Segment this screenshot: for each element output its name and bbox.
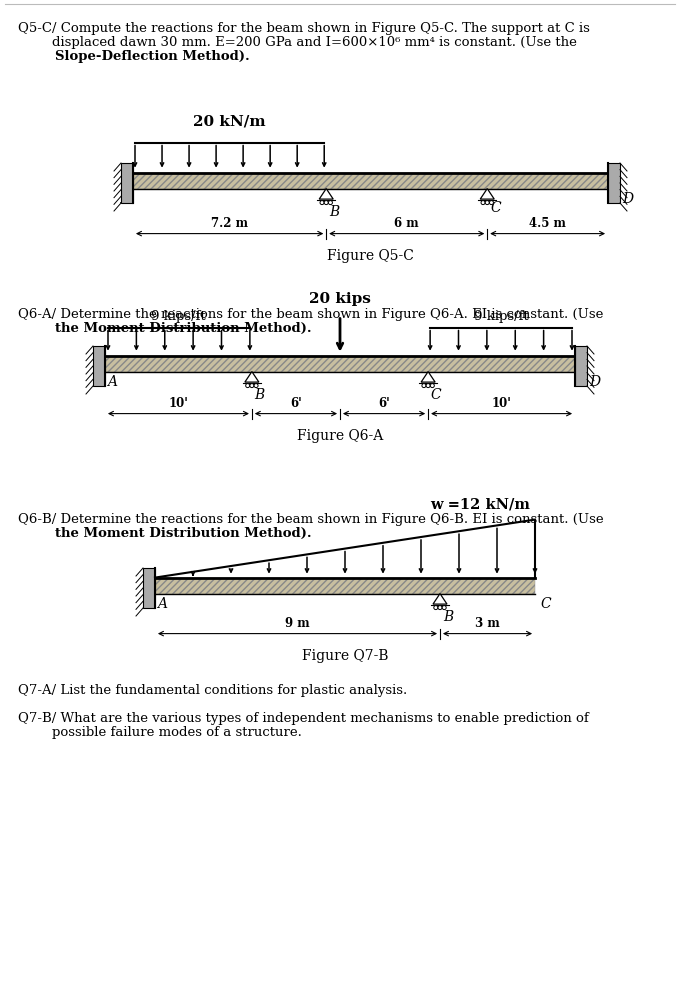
Circle shape <box>426 383 430 387</box>
Text: A: A <box>107 374 117 388</box>
Bar <box>155 578 535 594</box>
Text: Q7-B/ What are the various types of independent mechanisms to enable prediction : Q7-B/ What are the various types of inde… <box>18 712 589 725</box>
Text: 6': 6' <box>290 396 302 410</box>
Text: B: B <box>254 387 264 401</box>
Circle shape <box>422 383 426 387</box>
Text: Figure Q7-B: Figure Q7-B <box>302 648 388 663</box>
Circle shape <box>328 201 333 205</box>
Bar <box>105 356 575 371</box>
Text: Q7-A/ List the fundamental conditions for plastic analysis.: Q7-A/ List the fundamental conditions fo… <box>18 684 407 697</box>
Circle shape <box>490 201 494 205</box>
Circle shape <box>250 383 254 387</box>
Text: the Moment Distribution Method).: the Moment Distribution Method). <box>18 322 311 335</box>
Bar <box>143 568 155 608</box>
Text: B: B <box>443 610 454 623</box>
Bar <box>133 173 608 189</box>
Text: D: D <box>622 192 633 206</box>
Bar <box>105 356 575 371</box>
Text: 10': 10' <box>492 396 511 410</box>
Text: Q5-C/ Compute the reactions for the beam shown in Figure Q5-C. The support at C : Q5-C/ Compute the reactions for the beam… <box>18 22 590 35</box>
Text: C: C <box>540 597 551 611</box>
Text: 9 kips/ft: 9 kips/ft <box>151 309 206 323</box>
Text: 9 m: 9 m <box>285 617 310 629</box>
Text: displaced dawn 30 mm. E=200 GPa and I=600×10⁶ mm⁴ is constant. (Use the: displaced dawn 30 mm. E=200 GPa and I=60… <box>18 36 577 49</box>
Bar <box>93 346 105 386</box>
Text: Slope-Deflection Method).: Slope-Deflection Method). <box>18 50 250 63</box>
Text: A: A <box>157 597 167 611</box>
Text: 6': 6' <box>378 396 390 410</box>
Polygon shape <box>245 371 259 382</box>
Circle shape <box>320 201 324 205</box>
Text: the Moment Distribution Method).: the Moment Distribution Method). <box>18 527 311 540</box>
Text: 4.5 m: 4.5 m <box>529 216 566 229</box>
Polygon shape <box>433 594 447 604</box>
Text: C: C <box>430 387 441 401</box>
Bar <box>155 578 535 594</box>
Bar <box>121 163 133 203</box>
Text: Q6-A/ Determine the reactions for the beam shown in Figure Q6-A. EI is constant.: Q6-A/ Determine the reactions for the be… <box>18 308 603 321</box>
Text: 10': 10' <box>169 396 188 410</box>
Polygon shape <box>319 189 333 200</box>
Text: 7.2 m: 7.2 m <box>211 216 248 229</box>
Polygon shape <box>421 371 435 382</box>
Bar <box>608 163 620 203</box>
Text: w =12 kN/m: w =12 kN/m <box>430 498 530 512</box>
Circle shape <box>438 606 442 610</box>
Circle shape <box>245 383 250 387</box>
Text: 9 kips/ft: 9 kips/ft <box>474 309 529 323</box>
Circle shape <box>481 201 485 205</box>
Text: C: C <box>490 201 501 214</box>
Circle shape <box>254 383 258 387</box>
Text: B: B <box>329 205 339 218</box>
Bar <box>575 346 587 386</box>
Text: 20 kN/m: 20 kN/m <box>193 115 266 128</box>
Text: Figure Q6-A: Figure Q6-A <box>297 429 383 443</box>
Circle shape <box>430 383 435 387</box>
Text: 20 kips: 20 kips <box>309 291 371 305</box>
Circle shape <box>434 606 438 610</box>
Text: Q6-B/ Determine the reactions for the beam shown in Figure Q6-B. EI is constant.: Q6-B/ Determine the reactions for the be… <box>18 513 604 526</box>
Circle shape <box>486 201 489 205</box>
Text: 3 m: 3 m <box>475 617 500 629</box>
Text: D: D <box>589 374 600 388</box>
Circle shape <box>442 606 446 610</box>
Polygon shape <box>480 189 494 200</box>
Text: 6 m: 6 m <box>394 216 419 229</box>
Text: possible failure modes of a structure.: possible failure modes of a structure. <box>18 726 302 739</box>
Text: A: A <box>120 192 130 206</box>
Circle shape <box>324 201 328 205</box>
Bar <box>133 173 608 189</box>
Text: Figure Q5-C: Figure Q5-C <box>327 249 414 263</box>
